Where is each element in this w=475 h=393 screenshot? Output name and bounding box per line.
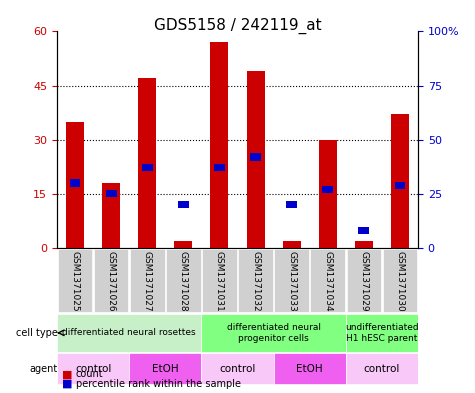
Text: GSM1371027: GSM1371027 xyxy=(143,251,152,311)
Bar xyxy=(178,201,189,208)
Text: percentile rank within the sample: percentile rank within the sample xyxy=(76,379,241,389)
FancyBboxPatch shape xyxy=(58,249,92,312)
Text: GSM1371029: GSM1371029 xyxy=(360,251,368,311)
Text: cell type: cell type xyxy=(16,328,58,338)
Text: ■: ■ xyxy=(62,379,72,389)
Text: GSM1371031: GSM1371031 xyxy=(215,251,224,311)
Bar xyxy=(391,114,409,248)
FancyBboxPatch shape xyxy=(383,249,417,312)
FancyBboxPatch shape xyxy=(166,249,200,312)
FancyBboxPatch shape xyxy=(129,353,201,384)
Bar xyxy=(102,183,120,248)
FancyBboxPatch shape xyxy=(201,314,346,352)
Text: undifferentiated
H1 hESC parent: undifferentiated H1 hESC parent xyxy=(345,323,419,343)
Text: count: count xyxy=(76,369,104,379)
FancyBboxPatch shape xyxy=(346,353,418,384)
FancyBboxPatch shape xyxy=(346,314,418,352)
FancyBboxPatch shape xyxy=(274,353,346,384)
FancyBboxPatch shape xyxy=(202,249,237,312)
Bar xyxy=(395,182,405,189)
Bar xyxy=(286,201,297,208)
FancyBboxPatch shape xyxy=(201,353,274,384)
Bar xyxy=(214,164,225,171)
Text: ■: ■ xyxy=(62,369,72,379)
Text: GSM1371028: GSM1371028 xyxy=(179,251,188,311)
Text: GSM1371033: GSM1371033 xyxy=(287,251,296,311)
Text: GSM1371032: GSM1371032 xyxy=(251,251,260,311)
Bar xyxy=(70,180,80,187)
Bar xyxy=(174,241,192,248)
Text: GSM1371026: GSM1371026 xyxy=(107,251,115,311)
Bar xyxy=(250,153,261,161)
Text: differentiated neural
progenitor cells: differentiated neural progenitor cells xyxy=(227,323,321,343)
FancyBboxPatch shape xyxy=(238,249,273,312)
Bar xyxy=(138,78,156,248)
Text: EtOH: EtOH xyxy=(296,364,323,374)
FancyBboxPatch shape xyxy=(347,249,381,312)
Text: control: control xyxy=(219,364,256,374)
Text: control: control xyxy=(75,364,111,374)
Bar xyxy=(319,140,337,248)
Bar xyxy=(283,241,301,248)
Bar xyxy=(106,190,116,197)
Text: agent: agent xyxy=(29,364,58,374)
Bar xyxy=(355,241,373,248)
Bar xyxy=(210,42,228,248)
Text: GDS5158 / 242119_at: GDS5158 / 242119_at xyxy=(154,18,321,34)
FancyBboxPatch shape xyxy=(130,249,164,312)
Text: control: control xyxy=(364,364,400,374)
Bar xyxy=(66,122,84,248)
FancyBboxPatch shape xyxy=(311,249,345,312)
FancyBboxPatch shape xyxy=(57,353,129,384)
Text: GSM1371030: GSM1371030 xyxy=(396,251,404,311)
Text: differentiated neural rosettes: differentiated neural rosettes xyxy=(62,328,196,337)
FancyBboxPatch shape xyxy=(57,314,201,352)
Text: GSM1371034: GSM1371034 xyxy=(323,251,332,311)
Text: GSM1371025: GSM1371025 xyxy=(71,251,79,311)
Bar xyxy=(142,164,152,171)
Bar xyxy=(247,71,265,248)
Bar xyxy=(323,186,333,193)
Bar xyxy=(359,227,369,234)
FancyBboxPatch shape xyxy=(275,249,309,312)
FancyBboxPatch shape xyxy=(94,249,128,312)
Text: EtOH: EtOH xyxy=(152,364,179,374)
